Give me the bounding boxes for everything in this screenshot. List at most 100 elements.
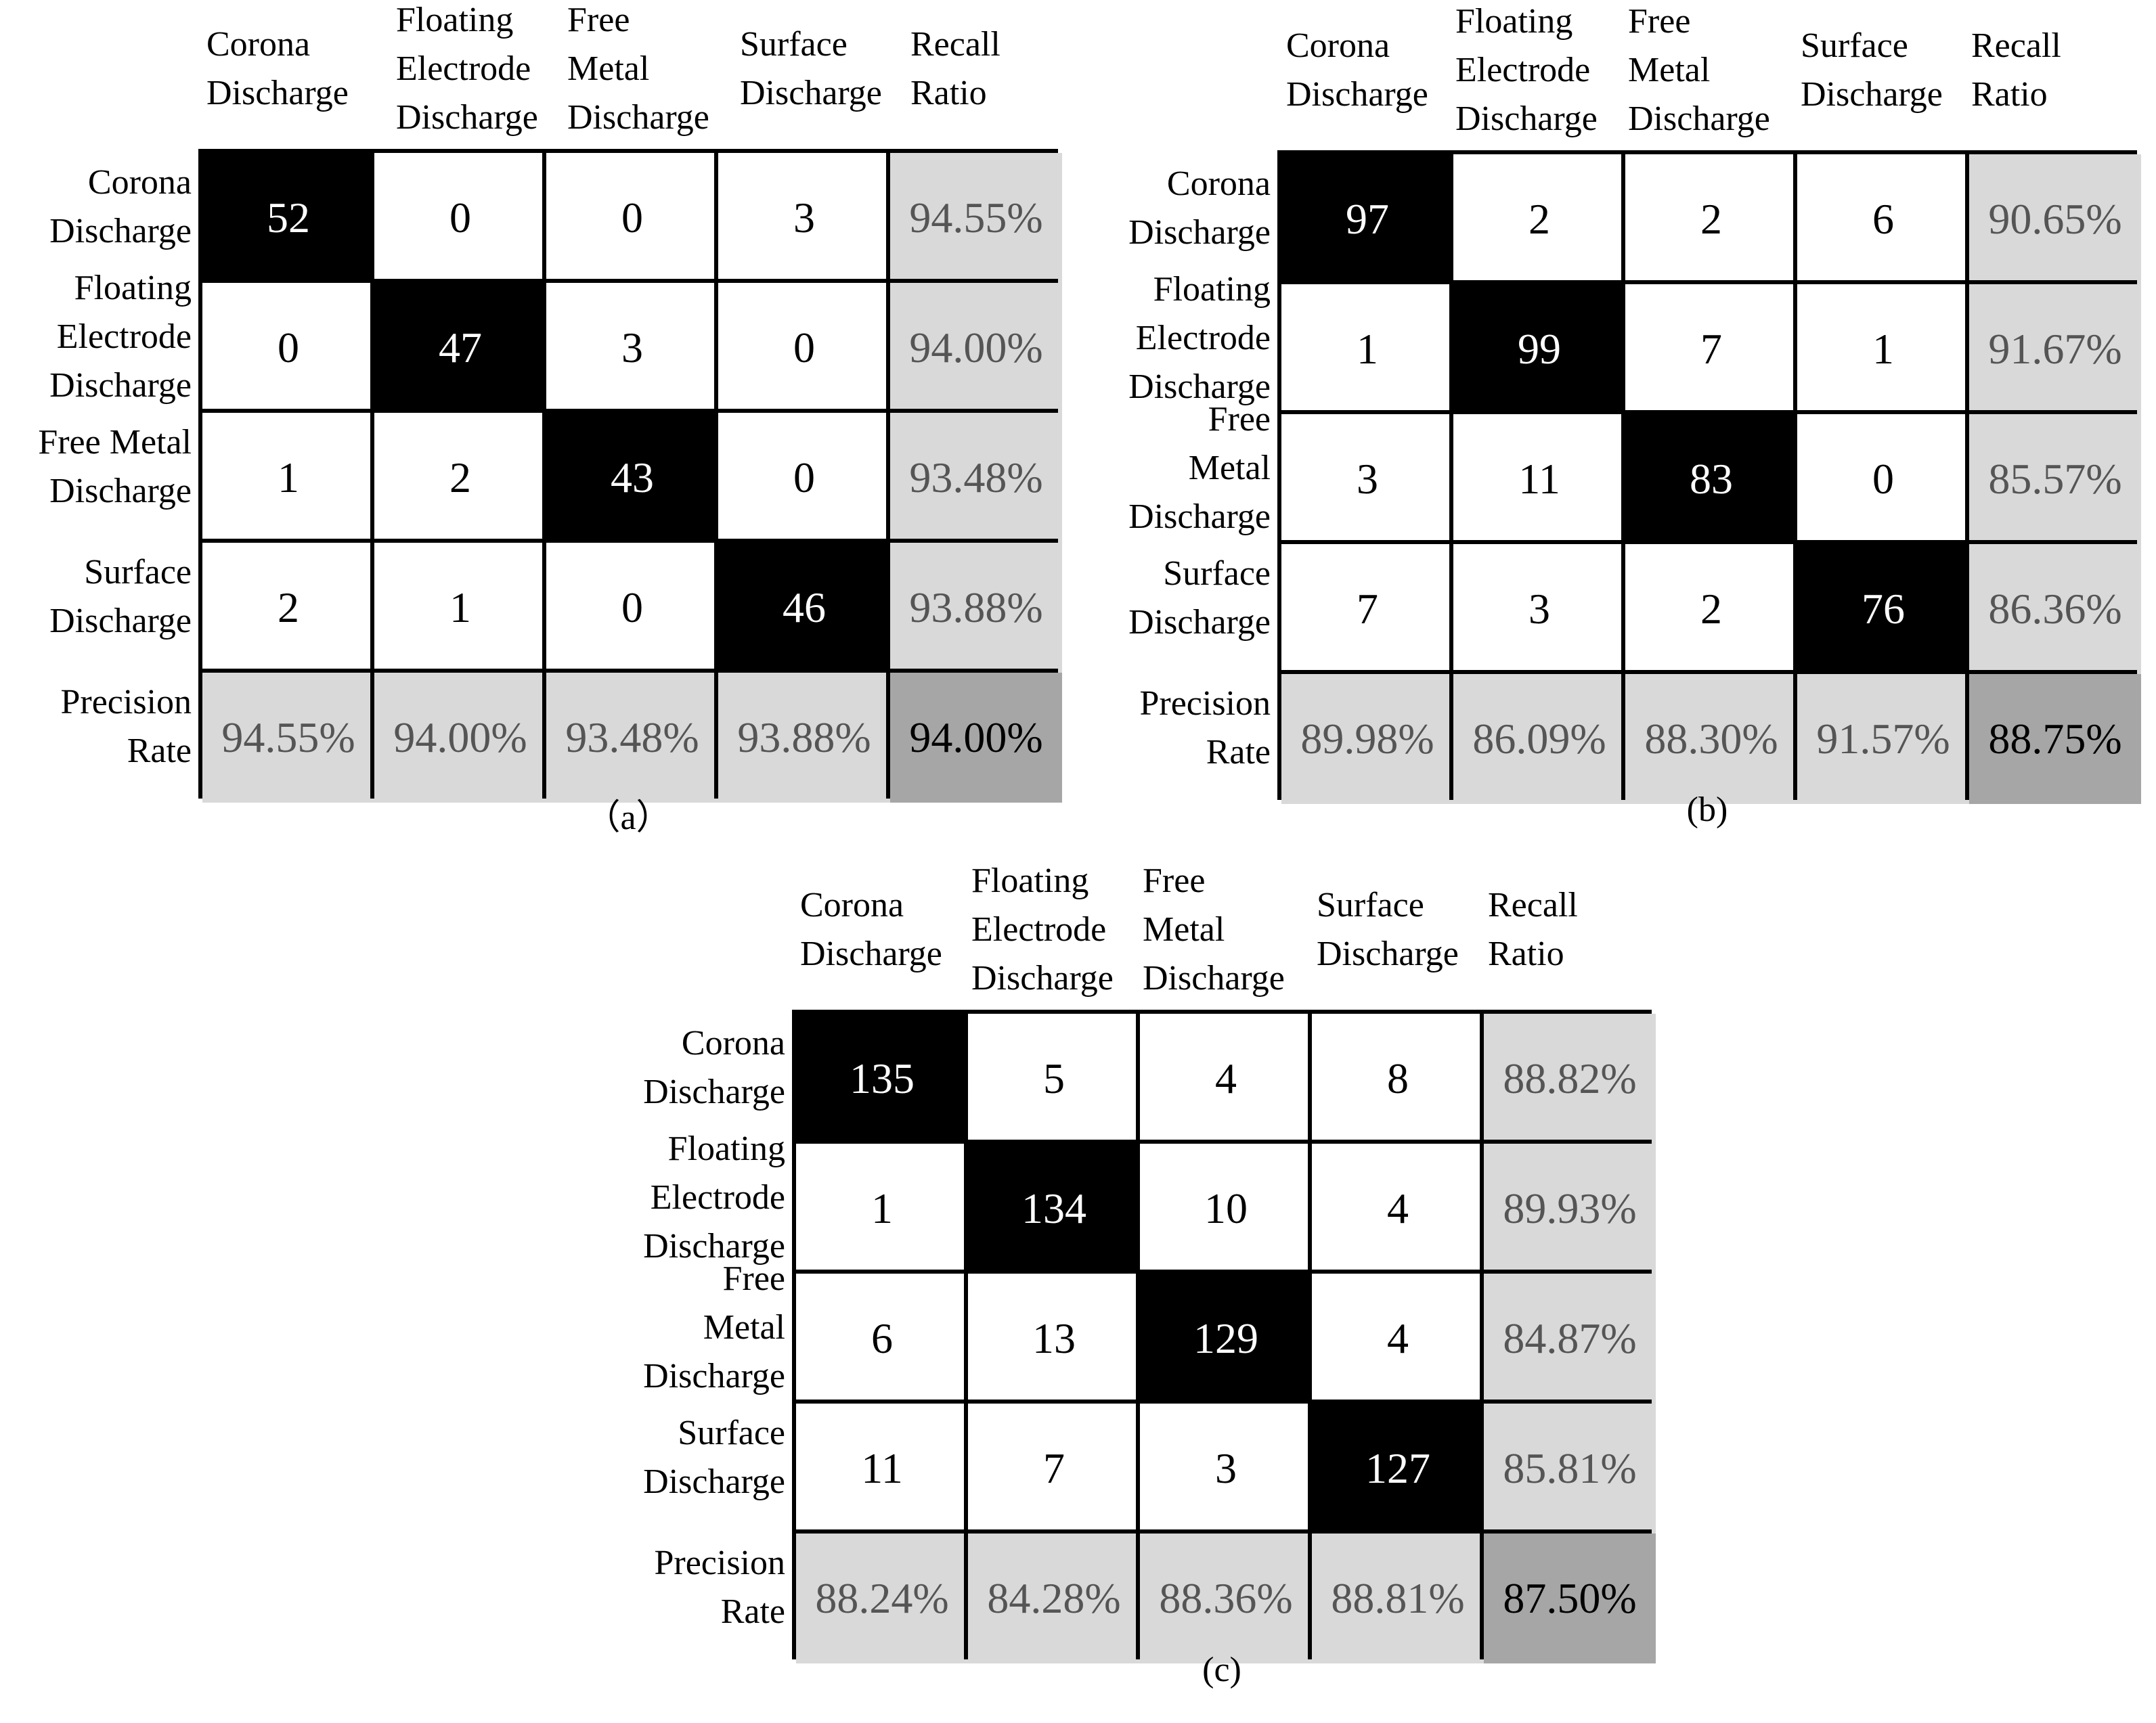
recall-cell: 94.55%: [890, 153, 1062, 283]
matrix-cell: 7: [1625, 284, 1797, 414]
column-header: Free Metal Discharge: [1143, 862, 1285, 998]
grid-line: [1277, 540, 2137, 544]
column-header: Corona Discharge: [1286, 26, 1428, 114]
matrix-grid: 52 0 0 3 94.55% 0 47 3 0 94.00% 1 2 43 0 93.48% 2 1 0 46 93…: [198, 149, 1062, 803]
matrix-cell: 134: [968, 1144, 1140, 1274]
grid-line: [198, 279, 1058, 283]
recall-cell: 93.48%: [890, 413, 1062, 543]
grid-line: [198, 669, 1058, 673]
precision-cell: 94.00%: [374, 673, 546, 803]
grid-line: [1277, 410, 2137, 414]
row-header: Precision Rate: [60, 683, 192, 770]
row-header: Surface Discharge: [643, 1414, 785, 1501]
column-header: Free Metal Discharge: [1628, 2, 1770, 138]
matrix-cell: 0: [546, 543, 718, 673]
panel-caption: (b): [1686, 790, 1728, 829]
matrix-cell: 4: [1312, 1144, 1484, 1274]
row-header: Floating Electrode Discharge: [643, 1129, 785, 1266]
matrix-cell: 0: [374, 153, 546, 283]
grid-line: [964, 1010, 968, 1659]
matrix-cell: 13: [968, 1274, 1140, 1404]
recall-cell: 90.65%: [1969, 154, 2141, 284]
matrix-cell: 46: [718, 543, 890, 673]
matrix-cell: 6: [1797, 154, 1969, 284]
grid-line: [1308, 1010, 1312, 1659]
precision-cell: 88.30%: [1625, 674, 1797, 804]
grid-line: [714, 149, 718, 799]
matrix-cell: 1: [1797, 284, 1969, 414]
column-header: Surface Discharge: [740, 25, 882, 112]
matrix-cell: 6: [796, 1274, 968, 1404]
matrix-cell: 3: [1453, 544, 1625, 674]
matrix-cell: 11: [796, 1404, 968, 1534]
recall-cell: 94.00%: [890, 283, 1062, 413]
row-header: Precision Rate: [1139, 684, 1271, 771]
row-header: Corona Discharge: [643, 1024, 785, 1111]
matrix-cell: 1: [202, 413, 374, 543]
row-header: Floating Electrode Discharge: [49, 269, 192, 405]
precision-cell: 88.36%: [1140, 1534, 1312, 1663]
grid-line: [370, 149, 374, 799]
column-header: Corona Discharge: [800, 886, 942, 973]
grid-line: [886, 149, 890, 799]
grid-line: [198, 539, 1058, 543]
matrix-cell: 135: [796, 1014, 968, 1144]
grid-line: [1449, 150, 1453, 800]
grid-line: [792, 1270, 1652, 1274]
matrix-cell: 3: [1281, 414, 1453, 544]
matrix-cell: 0: [718, 283, 890, 413]
matrix-grid: 135 5 4 8 88.82% 1 134 10 4 89.93% 6 13 129 4 84.87% 11…: [792, 1010, 1656, 1663]
recall-cell: 89.93%: [1484, 1144, 1656, 1274]
panel-caption: (c): [1202, 1651, 1241, 1689]
grid-line: [792, 1400, 1652, 1404]
row-header: Floating Electrode Discharge: [1128, 270, 1271, 406]
overall-accuracy-cell: 94.00%: [890, 673, 1062, 803]
matrix-cell: 2: [1625, 544, 1797, 674]
precision-cell: 86.09%: [1453, 674, 1625, 804]
grid-line: [1793, 150, 1797, 800]
precision-cell: 94.55%: [202, 673, 374, 803]
matrix-cell: 8: [1312, 1014, 1484, 1144]
column-header: Corona Discharge: [206, 25, 349, 112]
grid-line: [1136, 1010, 1140, 1659]
overall-accuracy-cell: 88.75%: [1969, 674, 2141, 804]
grid-line: [792, 1529, 1652, 1534]
matrix-cell: 10: [1140, 1144, 1312, 1274]
precision-cell: 93.48%: [546, 673, 718, 803]
column-header: Recall Ratio: [1488, 886, 1578, 973]
row-header: Free Metal Discharge: [643, 1259, 785, 1395]
matrix-cell: 1: [1281, 284, 1453, 414]
precision-cell: 91.57%: [1797, 674, 1969, 804]
column-header: Floating Electrode Discharge: [396, 1, 538, 137]
matrix-cell: 0: [546, 153, 718, 283]
column-header: Recall Ratio: [1971, 26, 2061, 114]
matrix-cell: 1: [796, 1144, 968, 1274]
row-header: Precision Rate: [654, 1544, 785, 1631]
recall-cell: 85.81%: [1484, 1404, 1656, 1534]
precision-cell: 93.88%: [718, 673, 890, 803]
matrix-cell: 4: [1140, 1014, 1312, 1144]
overall-accuracy-cell: 87.50%: [1484, 1534, 1656, 1663]
matrix-cell: 1: [374, 543, 546, 673]
matrix-cell: 127: [1312, 1404, 1484, 1534]
grid-line: [1965, 150, 1969, 800]
column-header: Surface Discharge: [1801, 26, 1943, 114]
row-header: Corona Discharge: [1128, 164, 1271, 252]
matrix-cell: 83: [1625, 414, 1797, 544]
precision-cell: 84.28%: [968, 1534, 1140, 1663]
grid-line: [1480, 1010, 1484, 1659]
matrix-cell: 3: [546, 283, 718, 413]
matrix-cell: 7: [968, 1404, 1140, 1534]
recall-cell: 84.87%: [1484, 1274, 1656, 1404]
recall-cell: 93.88%: [890, 543, 1062, 673]
row-header: Surface Discharge: [1128, 554, 1271, 642]
grid-line: [1277, 670, 2137, 674]
row-header: Free Metal Discharge: [38, 423, 192, 510]
matrix-cell: 99: [1453, 284, 1625, 414]
recall-cell: 85.57%: [1969, 414, 2141, 544]
recall-cell: 91.67%: [1969, 284, 2141, 414]
column-header: Floating Electrode Discharge: [971, 862, 1114, 998]
column-header: Recall Ratio: [910, 25, 1000, 112]
matrix-cell: 2: [1625, 154, 1797, 284]
matrix-cell: 47: [374, 283, 546, 413]
